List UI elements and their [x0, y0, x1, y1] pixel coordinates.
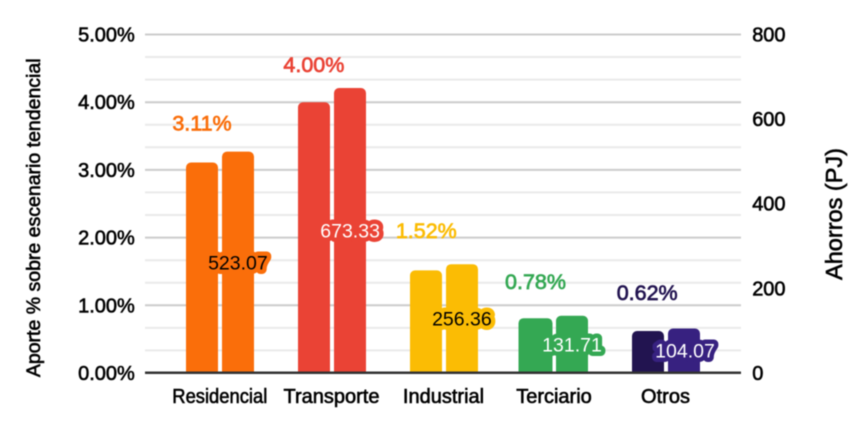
svg-text:4.00%: 4.00% [78, 92, 135, 114]
svg-text:Terciario: Terciario [516, 386, 592, 408]
svg-text:523.07: 523.07 [208, 252, 268, 274]
svg-text:5.00%: 5.00% [78, 25, 135, 47]
svg-text:104.07: 104.07 [655, 341, 715, 363]
svg-text:0.00%: 0.00% [78, 363, 135, 385]
svg-text:1.00%: 1.00% [78, 295, 135, 317]
svg-text:Residencial: Residencial [172, 386, 267, 408]
svg-text:800: 800 [752, 25, 785, 47]
svg-text:673.33: 673.33 [320, 220, 380, 242]
svg-text:1.52%: 1.52% [396, 219, 457, 243]
svg-text:200: 200 [752, 278, 785, 300]
svg-text:Aporte % sobre escenario tende: Aporte % sobre escenario tendencial [23, 58, 45, 377]
svg-text:256.36: 256.36 [432, 309, 492, 331]
svg-text:Transporte: Transporte [284, 386, 380, 408]
svg-text:131.71: 131.71 [542, 335, 602, 357]
svg-text:0.62%: 0.62% [617, 281, 678, 305]
svg-text:400: 400 [752, 194, 785, 216]
svg-text:2.00%: 2.00% [78, 228, 135, 250]
svg-text:3.00%: 3.00% [78, 160, 135, 182]
svg-text:600: 600 [752, 109, 785, 131]
svg-text:3.11%: 3.11% [172, 112, 231, 136]
svg-text:Ahorros (PJ): Ahorros (PJ) [821, 148, 847, 280]
svg-text:4.00%: 4.00% [283, 53, 344, 77]
svg-text:Otros: Otros [641, 386, 690, 408]
svg-text:0.78%: 0.78% [505, 270, 566, 294]
svg-text:Industrial: Industrial [403, 386, 484, 408]
svg-text:0: 0 [752, 363, 763, 385]
